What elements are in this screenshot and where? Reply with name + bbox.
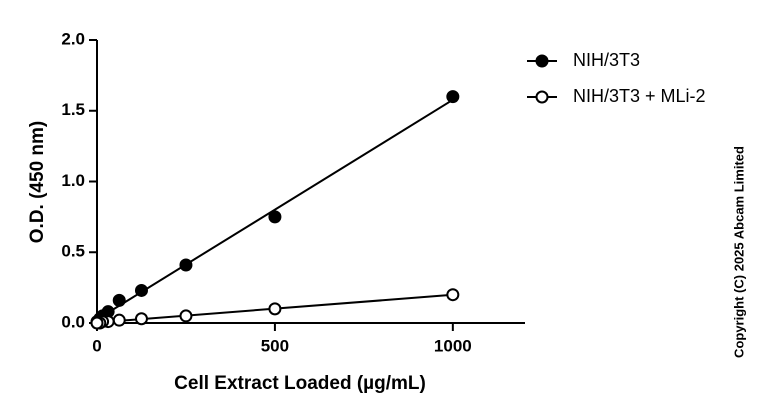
data-point [179,258,193,272]
data-point [134,312,148,326]
data-point [446,90,460,104]
y-tick-label: 1.5 [61,100,85,119]
x-axis-label: Cell Extract Loaded (µg/mL) [174,373,426,394]
data-point [134,283,148,297]
data-point [446,288,460,302]
data-point [112,293,126,307]
y-tick-label: 1.0 [61,171,85,190]
y-axis-label: O.D. (450 nm) [27,121,48,243]
legend-label: NIH/3T3 [573,50,640,70]
x-tick-label: 1000 [434,336,472,355]
x-tick-label: 500 [261,336,289,355]
y-tick-label: 2.0 [61,29,85,48]
legend-marker [535,90,549,104]
data-point [268,302,282,316]
copyright: Copyright (C) 2025 Abcam Limited [731,146,746,358]
legend-label: NIH/3T3 + MLi-2 [573,86,706,106]
fit-line [96,98,454,321]
x-tick-label: 0 [92,336,101,355]
data-point [268,210,282,224]
y-tick-label: 0.0 [61,312,85,331]
data-point [112,313,126,327]
y-tick-label: 0.5 [61,242,85,261]
data-point [179,309,193,323]
legend-marker [535,54,549,68]
data-point [90,316,104,330]
